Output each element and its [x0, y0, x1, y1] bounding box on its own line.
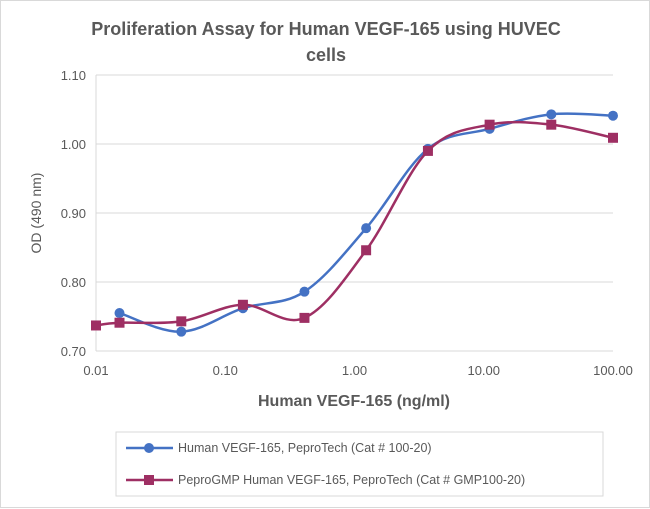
data-point-square — [546, 119, 557, 130]
x-tick-label: 1.00 — [342, 363, 367, 378]
y-axis-label: OD (490 nm) — [28, 173, 44, 254]
y-tick-label: 0.90 — [61, 206, 86, 221]
x-tick-label: 0.10 — [213, 363, 238, 378]
x-tick-label: 100.00 — [593, 363, 633, 378]
data-point-square — [237, 299, 248, 310]
data-point-circle — [176, 326, 187, 337]
series-line-2 — [95, 120, 614, 327]
x-tick-label: 0.01 — [83, 363, 108, 378]
y-tick-label: 1.10 — [61, 68, 86, 83]
data-point-square — [176, 316, 187, 327]
legend-label: PeproGMP Human VEGF-165, PeproTech (Cat … — [178, 473, 525, 487]
legend-marker-circle — [144, 443, 154, 453]
y-tick-label: 0.70 — [61, 344, 86, 359]
y-tick-label: 1.00 — [61, 137, 86, 152]
x-tick-label: 10.00 — [467, 363, 500, 378]
data-point-square — [608, 132, 618, 143]
data-point-square — [484, 119, 495, 130]
y-tick-label: 0.80 — [61, 275, 86, 290]
legend-box — [115, 431, 604, 497]
data-point-square — [422, 145, 433, 156]
data-point-square — [91, 320, 101, 331]
data-point-circle — [361, 223, 372, 234]
data-point-circle — [608, 110, 618, 121]
legend-label: Human VEGF-165, PeproTech (Cat # 100-20) — [178, 441, 432, 455]
data-point-circle — [546, 109, 557, 120]
chart-title-line-2: cells — [306, 45, 346, 65]
x-axis-label: Human VEGF-165 (ng/ml) — [258, 393, 450, 410]
chart-title-line-1: Proliferation Assay for Human VEGF-165 u… — [91, 19, 560, 39]
data-point-square — [299, 312, 310, 323]
data-point-circle — [114, 308, 125, 319]
data-point-square — [361, 245, 372, 256]
data-point-circle — [299, 286, 310, 297]
series-line-1 — [119, 112, 614, 333]
legend-marker-square — [144, 475, 154, 485]
data-point-square — [114, 317, 125, 328]
